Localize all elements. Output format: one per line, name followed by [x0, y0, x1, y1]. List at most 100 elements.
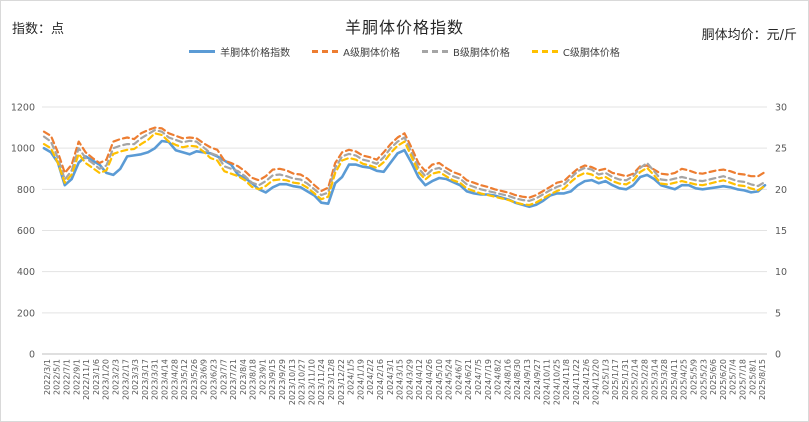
- legend-label-b-grade: B级胴体价格: [452, 48, 510, 59]
- x-tick-label: 2024/10/25: [552, 359, 561, 405]
- chart-legend: 羊胴体价格指数 A级胴体价格 B级胴体价格 C级胴体价格: [0, 44, 809, 59]
- right-axis-unit-label: 胴体均价：元/斤: [701, 28, 797, 43]
- x-tick-label: 2025/4/25: [680, 359, 689, 400]
- x-tick-label: 2024/1/5: [347, 359, 356, 395]
- x-tick-label: 2023/1/20: [102, 359, 111, 400]
- legend-label-index: 羊胴体价格指数: [220, 48, 291, 59]
- y-left-tick-label: 1200: [11, 103, 35, 114]
- x-tick-label: 2024/3/15: [396, 359, 405, 400]
- legend-label-a-grade: A级胴体价格: [343, 48, 400, 59]
- x-tick-label: 2024/2/16: [376, 359, 385, 400]
- x-tick-label: 2024/7/5: [474, 359, 483, 395]
- legend-swatch-a-grade: [312, 50, 339, 53]
- x-tick-label: 2023/6/9: [200, 359, 209, 395]
- series-line: [42, 129, 767, 202]
- x-tick-label: 2024/11/22: [572, 359, 581, 405]
- series-line: [42, 139, 767, 209]
- x-tick-label: 2024/9/13: [523, 359, 532, 400]
- x-tick-label: 2023/8/18: [249, 359, 258, 400]
- x-tick-label: 2023/5/12: [180, 359, 189, 400]
- legend-swatch-b-grade: [421, 50, 448, 53]
- x-tick-label: 2024/2/2: [366, 359, 375, 395]
- x-tick-label: 2023/9/15: [268, 359, 277, 400]
- x-tick-label: 2025/2/14: [631, 359, 640, 400]
- chart-title: 羊胴体价格指数: [344, 18, 464, 37]
- x-tick-label: 2024/6/21: [464, 359, 473, 400]
- left-axis-unit-label: 指数：点: [12, 22, 65, 37]
- x-tick-label: 2024/1/19: [356, 359, 365, 400]
- y-right-tick-label: 5: [775, 308, 781, 319]
- x-tick-label: 2025/7/18: [739, 359, 748, 400]
- x-tick-label: 2024/11/8: [562, 359, 571, 400]
- x-tick-label: 2022/11/1: [82, 359, 91, 400]
- x-tick-label: 2023/1/6: [92, 359, 101, 395]
- x-tick-label: 2024/10/11: [543, 359, 552, 405]
- legend-item-b-grade: B级胴体价格: [421, 44, 510, 59]
- x-tick-label: 2024/8/30: [513, 359, 522, 400]
- y-right-tick-label: 0: [775, 350, 781, 361]
- x-tick-label: 2025/5/23: [699, 359, 708, 400]
- x-tick-label: 2024/5/10: [435, 359, 444, 400]
- x-tick-label: 2023/4/28: [170, 359, 179, 400]
- x-tick-label: 2025/1/17: [611, 359, 620, 400]
- x-tick-label: 2022/7/1: [62, 359, 71, 395]
- y-left-tick-label: 600: [17, 226, 35, 237]
- x-tick-label: 2024/7/19: [484, 359, 493, 400]
- x-tick-label: 2025/6/20: [719, 359, 728, 400]
- x-tick-label: 2023/9/29: [278, 359, 287, 400]
- y-left-tick-label: 0: [29, 350, 35, 361]
- x-tick-label: 2023/6/23: [209, 359, 218, 400]
- x-tick-label: 2023/10/27: [298, 359, 307, 405]
- y-left-tick-label: 200: [17, 308, 35, 319]
- x-tick-label: 2024/8/2: [494, 359, 503, 395]
- x-tick-label: 2023/2/17: [121, 359, 130, 400]
- x-tick-label: 2025/8/15: [758, 359, 767, 400]
- x-tick-label: 2022/9/1: [72, 359, 81, 395]
- x-tick-label: 2025/7/4: [729, 359, 738, 395]
- x-tick-label: 2024/3/29: [405, 359, 414, 400]
- legend-swatch-c-grade: [531, 50, 558, 53]
- x-tick-label: 2025/5/9: [690, 359, 699, 395]
- x-tick-label: 2023/11/10: [307, 359, 316, 405]
- legend-label-c-grade: C级胴体价格: [562, 48, 620, 59]
- x-tick-label: 2025/6/6: [709, 359, 718, 395]
- y-left-tick-label: 400: [17, 267, 35, 278]
- x-tick-label: 2024/6/7: [454, 359, 463, 395]
- x-tick-label: 2022/5/1: [53, 359, 62, 395]
- legend-swatch-index: [189, 50, 216, 53]
- y-left-tick-label: 1000: [11, 144, 35, 155]
- x-tick-label: 2024/4/12: [415, 359, 424, 400]
- y-right-tick-label: 25: [775, 144, 787, 155]
- x-tick-label: 2024/12/6: [582, 359, 591, 400]
- y-left-tick-label: 800: [17, 185, 35, 196]
- y-right-tick-label: 30: [775, 103, 787, 114]
- x-tick-label: 2024/5/24: [445, 359, 454, 400]
- y-right-tick-label: 15: [775, 226, 787, 237]
- x-tick-label: 2025/1/31: [621, 359, 630, 400]
- x-tick-label: 2023/12/8: [327, 359, 336, 400]
- x-tick-label: 2024/9/27: [533, 359, 542, 400]
- legend-item-c-grade: C级胴体价格: [531, 44, 620, 59]
- legend-item-a-grade: A级胴体价格: [312, 44, 400, 59]
- x-tick-label: 2023/8/4: [239, 359, 248, 395]
- x-tick-label: 2023/9/1: [258, 359, 267, 395]
- x-tick-label: 2025/4/11: [670, 359, 679, 400]
- x-tick-label: 2025/2/28: [641, 359, 650, 400]
- series-line: [42, 132, 767, 207]
- x-tick-label: 2024/4/26: [425, 359, 434, 400]
- x-tick-label: 2023/7/21: [229, 359, 238, 400]
- x-tick-label: 2023/5/26: [190, 359, 199, 400]
- x-tick-label: 2024/3/1: [386, 359, 395, 395]
- x-tick-label: 2023/7/7: [219, 359, 228, 395]
- x-tick-label: 2024/12/20: [592, 359, 601, 405]
- legend-item-index: 羊胴体价格指数: [189, 44, 290, 59]
- x-tick-label: 2023/3/17: [141, 359, 150, 400]
- x-tick-label: 2022/3/1: [43, 359, 52, 395]
- x-tick-label: 2023/10/13: [288, 359, 297, 405]
- x-tick-label: 2025/3/14: [650, 359, 659, 400]
- x-tick-label: 2025/8/1: [748, 359, 757, 395]
- x-tick-label: 2023/3/31: [151, 359, 160, 400]
- y-right-tick-label: 20: [775, 185, 787, 196]
